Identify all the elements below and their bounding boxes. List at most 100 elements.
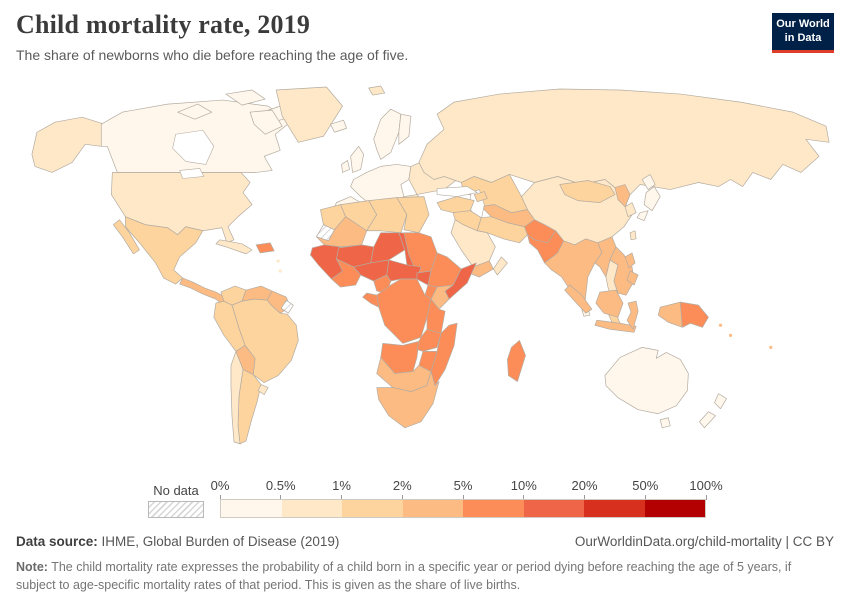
legend-tick-label: 20% bbox=[571, 478, 598, 493]
region-west-africa-coast[interactable] bbox=[331, 258, 361, 288]
region-uruguay[interactable] bbox=[257, 384, 269, 395]
region-west-new-guinea[interactable] bbox=[657, 301, 683, 328]
legend-bin-1[interactable] bbox=[281, 500, 342, 517]
footnote-text: The child mortality rate expresses the p… bbox=[16, 560, 792, 593]
region-caribbean[interactable] bbox=[278, 269, 282, 273]
region-pacific-islands[interactable] bbox=[718, 323, 723, 327]
region-mongolia[interactable] bbox=[559, 180, 616, 203]
region-french-guiana[interactable] bbox=[280, 299, 294, 314]
chart-footer: Data source: IHME, Global Burden of Dise… bbox=[16, 534, 834, 594]
region-arctic-islands[interactable] bbox=[249, 109, 283, 135]
legend-tick bbox=[462, 495, 464, 500]
legend-bin-5[interactable] bbox=[523, 500, 584, 517]
region-turkey[interactable] bbox=[436, 196, 475, 214]
region-chile[interactable] bbox=[230, 351, 244, 445]
legend-bin-7[interactable] bbox=[644, 500, 705, 517]
region-arctic-islands[interactable] bbox=[225, 89, 266, 106]
region-west-europe[interactable] bbox=[350, 164, 412, 205]
world-map bbox=[25, 84, 833, 466]
legend-bin-4[interactable] bbox=[463, 500, 524, 517]
region-uk[interactable] bbox=[350, 145, 365, 173]
region-pacific-islands[interactable] bbox=[728, 333, 733, 337]
owid-cc-link[interactable]: OurWorldinData.org/child-mortality | CC … bbox=[574, 534, 834, 549]
region-saudi-arabia[interactable] bbox=[450, 219, 496, 268]
region-ireland[interactable] bbox=[341, 160, 350, 173]
region-sumatra[interactable] bbox=[564, 284, 593, 314]
region-hispaniola[interactable] bbox=[255, 242, 275, 254]
data-source-label: Data source: bbox=[16, 534, 98, 549]
legend-no-data-label: No data bbox=[153, 483, 199, 498]
legend-bin-2[interactable] bbox=[342, 500, 403, 517]
region-pacific-islands[interactable] bbox=[769, 345, 773, 349]
legend-tick bbox=[584, 495, 585, 500]
legend-no-data-swatch[interactable] bbox=[148, 501, 204, 518]
legend-tick-label: 10% bbox=[510, 478, 537, 493]
region-sulawesi[interactable] bbox=[626, 300, 639, 330]
region-svalbard[interactable] bbox=[368, 85, 386, 96]
region-north-korea[interactable] bbox=[614, 184, 631, 207]
region-borneo[interactable] bbox=[595, 289, 624, 318]
region-japan[interactable] bbox=[641, 174, 656, 190]
legend-tick-label: 1% bbox=[332, 478, 351, 493]
legend-bin-6[interactable] bbox=[584, 500, 645, 517]
region-baja-california[interactable] bbox=[112, 219, 140, 255]
legend-tick bbox=[280, 495, 282, 500]
region-zambia[interactable] bbox=[416, 328, 442, 352]
legend-tick bbox=[401, 495, 403, 500]
map-legend: No data 0% 0.5% 1% 2% 5% 10% 20% 50% 100% bbox=[148, 476, 723, 518]
legend-tick-labels: 0% 0.5% 1% 2% 5% 10% 20% 50% 100% bbox=[211, 478, 723, 495]
legend-tick-label: 100% bbox=[689, 478, 723, 493]
page-subtitle: The share of newborns who die before rea… bbox=[16, 47, 409, 63]
region-mexico[interactable] bbox=[125, 216, 204, 285]
hudson-bay-water bbox=[172, 129, 215, 165]
region-iceland[interactable] bbox=[330, 119, 347, 133]
legend-tick bbox=[705, 495, 707, 500]
legend-tick bbox=[219, 495, 221, 500]
region-alaska[interactable] bbox=[31, 116, 105, 173]
region-cuba[interactable] bbox=[215, 239, 253, 255]
region-new-zealand[interactable] bbox=[714, 393, 727, 410]
region-japan[interactable] bbox=[636, 210, 649, 222]
region-caribbean[interactable] bbox=[276, 259, 280, 263]
region-niger[interactable] bbox=[370, 232, 406, 264]
region-taiwan[interactable] bbox=[629, 230, 637, 241]
region-tasmania[interactable] bbox=[659, 417, 671, 429]
region-gabon-congo[interactable] bbox=[362, 292, 380, 308]
page-title: Child mortality rate, 2019 bbox=[16, 10, 311, 39]
region-java[interactable] bbox=[594, 319, 637, 333]
legend-color-track bbox=[220, 499, 706, 518]
region-greenland[interactable] bbox=[275, 86, 343, 143]
great-lakes-water bbox=[179, 168, 205, 179]
legend-tick bbox=[523, 495, 525, 500]
footnote-label: Note: bbox=[16, 560, 48, 574]
region-arctic-islands[interactable] bbox=[177, 103, 213, 120]
region-philippines[interactable] bbox=[626, 270, 639, 286]
region-finland[interactable] bbox=[398, 113, 412, 145]
data-source-text: IHME, Global Burden of Disease (2019) bbox=[97, 534, 340, 549]
region-australia[interactable] bbox=[604, 347, 689, 415]
legend-bin-3[interactable] bbox=[402, 500, 463, 517]
region-scandinavia[interactable] bbox=[373, 108, 402, 160]
region-madagascar[interactable] bbox=[507, 339, 526, 382]
legend-tick bbox=[644, 495, 646, 500]
owid-logo[interactable]: Our World in Data bbox=[772, 13, 834, 53]
legend-no-data[interactable]: No data bbox=[148, 483, 204, 518]
chart-header: Child mortality rate, 2019 The share of … bbox=[16, 10, 834, 63]
legend-bin-0[interactable] bbox=[221, 500, 282, 517]
legend-tick-label: 5% bbox=[453, 478, 473, 493]
legend-tick-label: 0.5% bbox=[265, 478, 296, 493]
legend-tick-label: 0% bbox=[210, 478, 230, 493]
region-new-zealand[interactable] bbox=[699, 411, 716, 429]
region-caucasus[interactable] bbox=[473, 191, 488, 202]
black-sea-water bbox=[436, 186, 478, 197]
legend-tick bbox=[341, 495, 342, 500]
region-south-africa[interactable] bbox=[376, 371, 440, 429]
region-south-korea[interactable] bbox=[624, 202, 637, 218]
region-papua-new-guinea[interactable] bbox=[679, 301, 709, 328]
footnote: Note: The child mortality rate expresses… bbox=[16, 558, 834, 594]
legend-bar: 0% 0.5% 1% 2% 5% 10% 20% 50% 100% bbox=[211, 478, 723, 518]
data-source-line: Data source: IHME, Global Burden of Dise… bbox=[16, 534, 339, 549]
region-philippines[interactable] bbox=[624, 252, 636, 269]
region-oman[interactable] bbox=[492, 256, 508, 276]
region-japan[interactable] bbox=[643, 186, 661, 212]
